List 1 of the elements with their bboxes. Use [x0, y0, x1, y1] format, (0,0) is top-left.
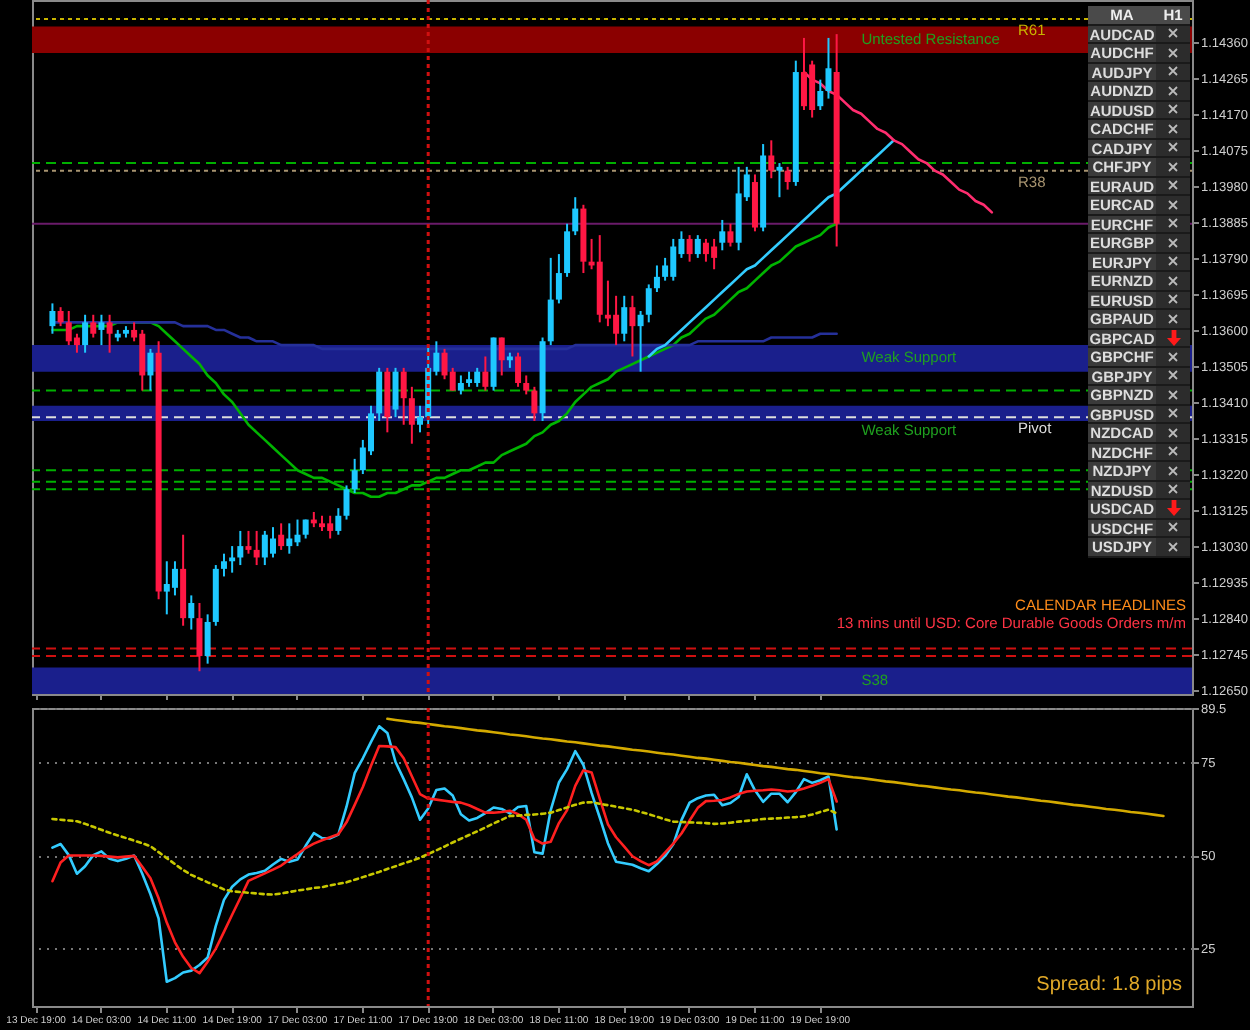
annotation: Spread: 1.8 pips [1036, 974, 1182, 996]
